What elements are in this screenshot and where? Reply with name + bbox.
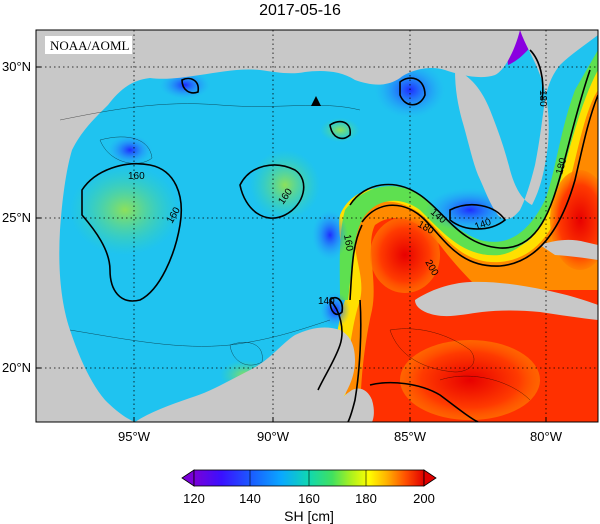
blue-patch-center: [312, 210, 348, 260]
land-bahamas: [540, 239, 598, 260]
blue-patch-west: [108, 135, 152, 165]
contour-label: 160: [128, 171, 145, 182]
blue-patch-south: [320, 292, 350, 328]
land-cuba: [415, 281, 598, 320]
colorbar-tick: 200: [413, 491, 435, 506]
lon-label: 95°W: [118, 429, 151, 444]
graticule: [36, 30, 598, 422]
colorbar-high-arrow: [423, 469, 437, 487]
map-title: 2017-05-16: [259, 2, 341, 19]
green-patch-mid: [250, 150, 320, 220]
lon-label: 80°W: [530, 429, 563, 444]
colorbar-label: SH [cm]: [284, 508, 334, 524]
green-band: [339, 50, 598, 300]
red-core-south: [400, 340, 540, 420]
credit-box: NOAA/AOML: [45, 36, 132, 54]
colorbar-tick: 160: [298, 491, 320, 506]
contour-label: 180: [537, 90, 548, 107]
contour-lines: [81, 49, 598, 422]
land-florida: [455, 30, 598, 220]
lat-label: 20°N: [2, 360, 31, 375]
land-central-america: [322, 388, 374, 422]
axis-ticks: [36, 66, 547, 422]
green-patch-west: [70, 165, 180, 255]
contour-label: 160: [341, 234, 355, 253]
contour-label: 180: [554, 156, 569, 175]
thin-contours: [59, 103, 531, 401]
colorbar: 120 140 160 180 200 SH [cm]: [181, 469, 437, 524]
lon-label: 90°W: [257, 429, 290, 444]
colorbar-tick: 120: [183, 491, 205, 506]
credit-label: NOAA/AOML: [50, 38, 130, 53]
colorbar-tick: 140: [239, 491, 261, 506]
land-us-coast: [36, 30, 520, 422]
lat-label: 25°N: [2, 210, 31, 225]
colorbar-tick: 180: [355, 491, 377, 506]
colorbar-low-arrow: [181, 469, 195, 487]
triangle-marker-icon: [311, 96, 321, 106]
map-frame: [35, 29, 599, 423]
lat-label: 30°N: [2, 59, 31, 74]
map-field: 160 160 160 160 140 180 180 140 180 200 …: [36, 30, 598, 422]
contour-label: 140: [318, 296, 335, 307]
lon-label: 85°W: [394, 429, 427, 444]
land-yucatan: [135, 327, 355, 422]
red-eddy: [370, 217, 440, 293]
